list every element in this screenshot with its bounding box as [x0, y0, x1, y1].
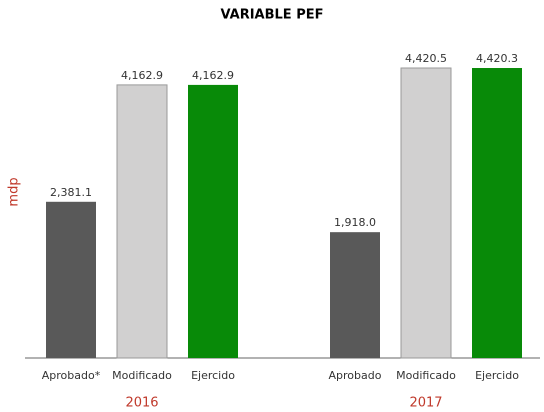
x-tick-label: Modificado: [112, 369, 172, 382]
bar: [46, 201, 96, 358]
x-tick-label: Aprobado: [329, 369, 382, 382]
x-tick-label: Modificado: [396, 369, 456, 382]
value-label: 1,918.0: [334, 216, 376, 229]
y-axis-label: mdp: [7, 177, 22, 206]
value-label: 4,420.5: [405, 52, 447, 65]
group-label: 2016: [125, 396, 158, 411]
value-label: 4,162.9: [121, 69, 163, 82]
bar: [116, 84, 168, 359]
bar: [472, 68, 522, 358]
chart-title: VARIABLE PEF: [220, 8, 323, 23]
x-tick-label: Ejercido: [191, 369, 235, 382]
value-label: 4,162.9: [192, 69, 234, 82]
value-label: 2,381.1: [50, 186, 92, 199]
bar: [330, 232, 380, 358]
x-tick-label: Aprobado*: [42, 369, 101, 382]
value-label: 4,420.3: [476, 52, 518, 65]
bar: [400, 67, 452, 359]
bar: [188, 84, 238, 358]
x-tick-label: Ejercido: [475, 369, 519, 382]
group-label: 2017: [409, 396, 442, 411]
